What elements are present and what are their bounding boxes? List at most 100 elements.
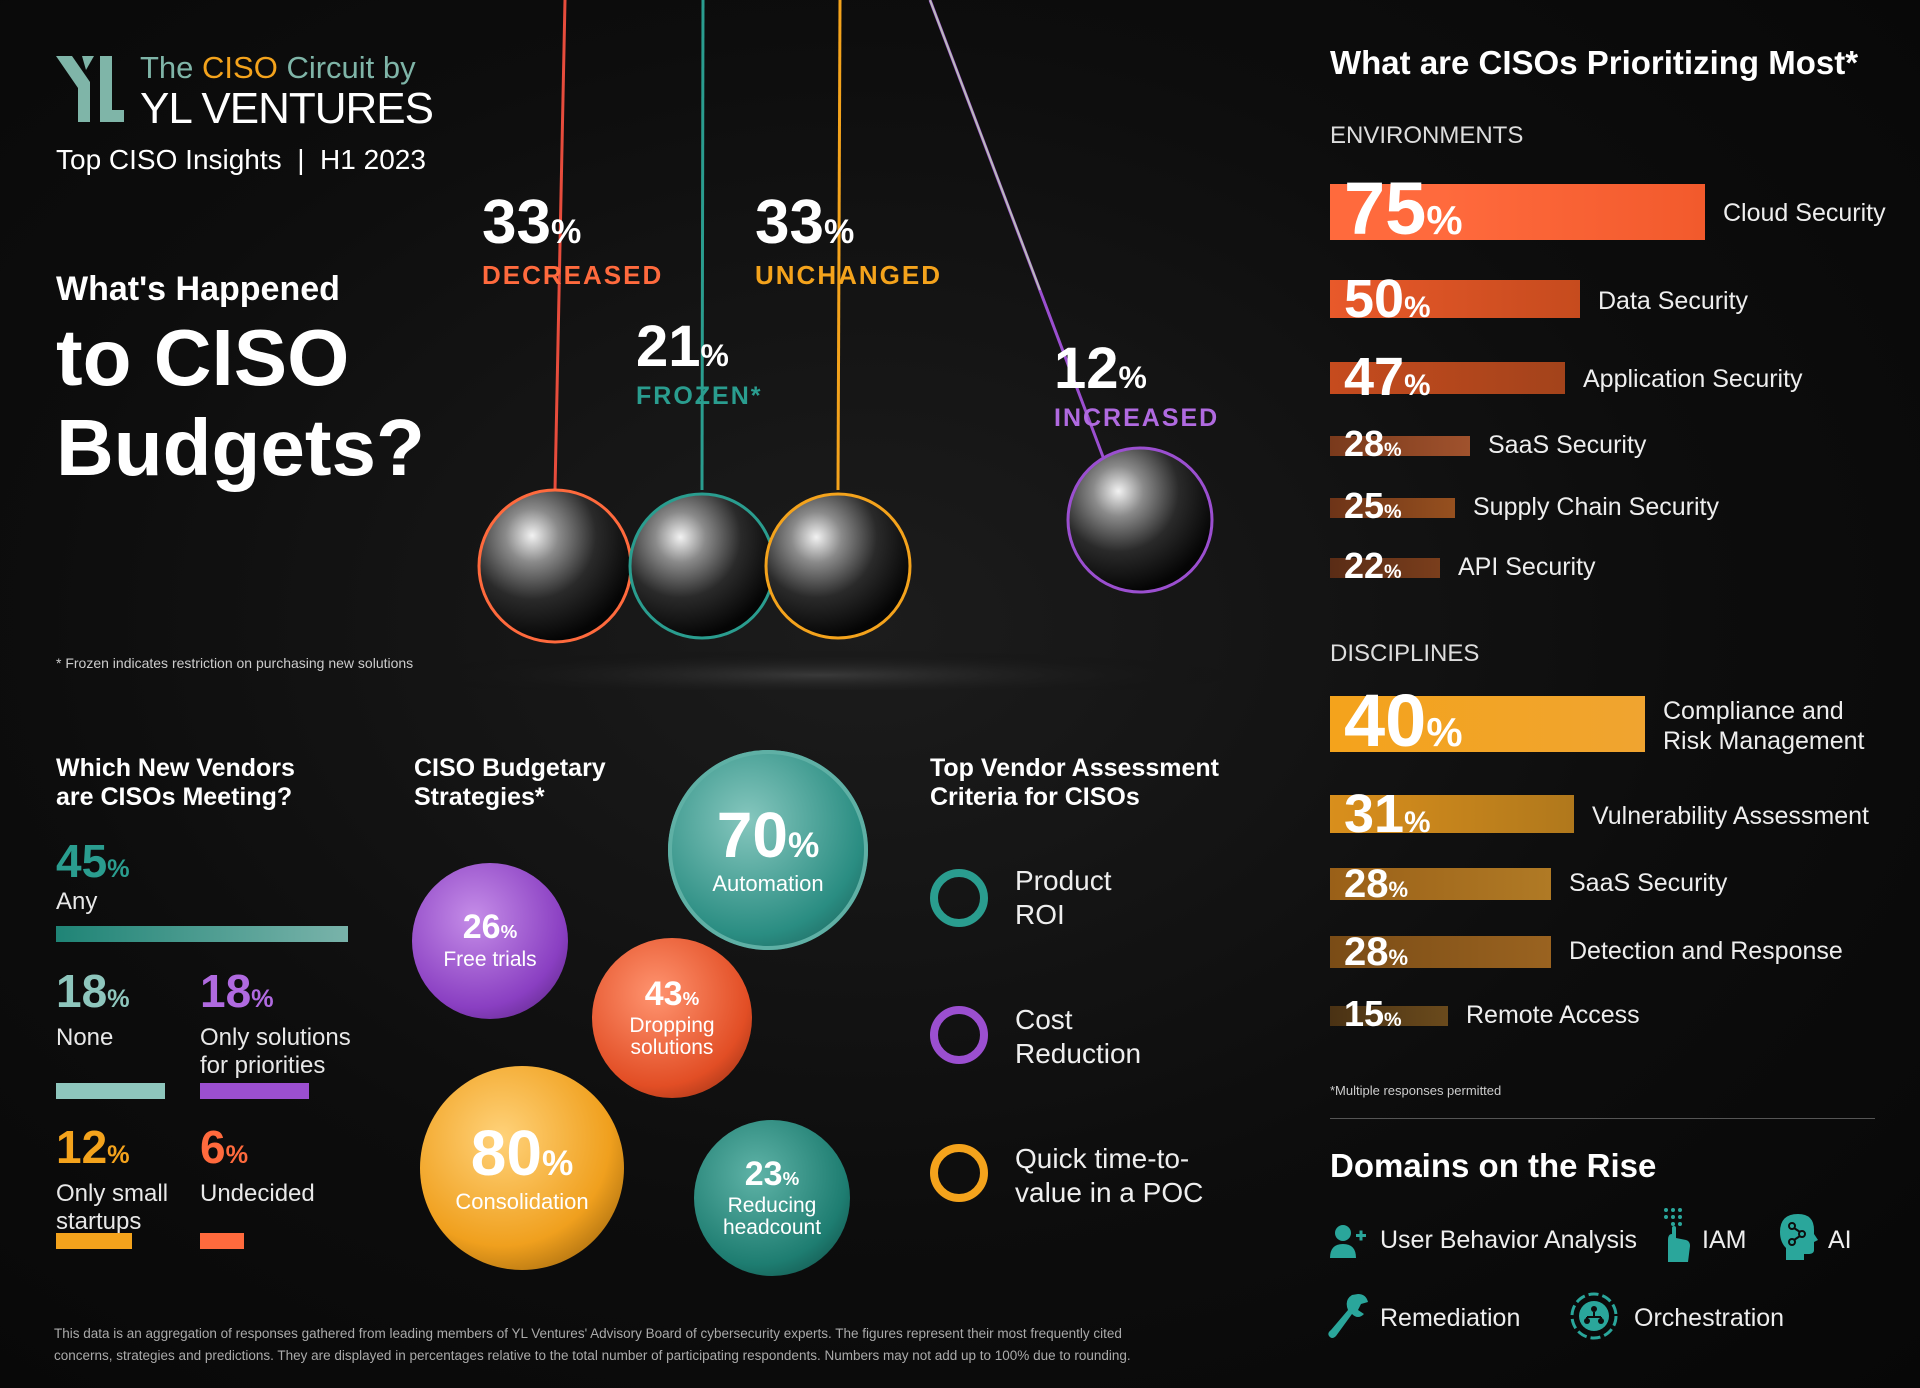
- vendor-priorities: 18% Only solutions for priorities: [200, 965, 351, 1079]
- ball-unchanged: [764, 492, 912, 640]
- disc-value: 28%: [1344, 862, 1409, 906]
- ball-decreased: [477, 488, 633, 644]
- vendors-title: Which New Vendors are CISOs Meeting?: [56, 754, 295, 811]
- disc-value: 15%: [1344, 993, 1402, 1034]
- env-label: API Security: [1458, 553, 1596, 581]
- hero-footnote: * Frozen indicates restriction on purcha…: [56, 655, 414, 671]
- domain-remediation: Remediation: [1380, 1304, 1521, 1332]
- vendor-undecided: 6% Undecided: [200, 1121, 315, 1207]
- env-label: Cloud Security: [1723, 199, 1886, 227]
- domains-title: Domains on the Rise: [1330, 1147, 1657, 1184]
- env-value: 47%: [1344, 347, 1431, 407]
- disc-value: 28%: [1344, 930, 1409, 974]
- budget-increased-value: 12: [1054, 336, 1119, 401]
- env-label: Application Security: [1583, 365, 1803, 393]
- budget-unchanged-label: UNCHANGED: [755, 260, 942, 290]
- brand-line1: The CISO Circuit by: [140, 50, 416, 85]
- env-value: 22%: [1344, 545, 1402, 586]
- budget-increased-label: INCREASED: [1054, 404, 1220, 432]
- head-circuit-icon: [1778, 1212, 1818, 1265]
- env-label: Supply Chain Security: [1473, 493, 1719, 521]
- vendor-startups-bar: [56, 1233, 132, 1249]
- brand-logo: [56, 56, 124, 122]
- disc-bar: [1330, 795, 1574, 833]
- strategy-consolidation: 80% Consolidation: [420, 1066, 624, 1270]
- disc-bar: [1330, 936, 1551, 968]
- budget-frozen: 21% FROZEN*: [636, 314, 763, 411]
- criteria-roi-ring: [930, 869, 988, 927]
- string-frozen: [700, 0, 705, 491]
- strategies-title: CISO Budgetary Strategies*: [414, 754, 606, 811]
- disc-label: Compliance and Risk Management: [1663, 697, 1865, 755]
- ball-increased: [1066, 446, 1214, 594]
- footer-disclaimer: This data is an aggregation of responses…: [54, 1326, 1131, 1363]
- disc-bar: [1330, 696, 1645, 752]
- env-bar: [1330, 184, 1705, 240]
- strategy-automation: 70% Automation: [668, 750, 868, 950]
- env-value: 75%: [1344, 167, 1463, 250]
- env-value: 28%: [1344, 423, 1402, 464]
- strategy-free-trials: 26% Free trials: [412, 863, 568, 1019]
- criteria-poc-ring: [930, 1144, 988, 1202]
- env-value: 50%: [1344, 269, 1431, 329]
- budget-unchanged: 33% UNCHANGED: [755, 188, 942, 291]
- brand-subtitle: Top CISO Insights | H1 2023: [56, 144, 426, 175]
- budget-frozen-value: 21: [636, 314, 701, 379]
- vendor-any: 45% Any: [56, 835, 130, 915]
- criteria-title: Top Vendor Assessment Criteria for CISOs: [930, 754, 1219, 811]
- strategy-headcount: 23% Reducing headcount: [694, 1120, 850, 1276]
- env-label: SaaS Security: [1488, 431, 1647, 459]
- ball-frozen: [628, 492, 776, 640]
- domain-orchestration: Orchestration: [1634, 1304, 1785, 1332]
- priorities-footnote: *Multiple responses permitted: [1330, 1083, 1502, 1098]
- hero-question-big1: to CISO: [56, 313, 350, 402]
- user-plus-icon: [1328, 1222, 1368, 1267]
- string-unchanged: [836, 0, 842, 491]
- criteria-cost: Cost Reduction: [1015, 1004, 1142, 1069]
- domain-uba: User Behavior Analysis: [1380, 1226, 1638, 1254]
- env-label: Data Security: [1598, 287, 1749, 315]
- disc-bar: [1330, 1006, 1448, 1026]
- strategy-dropping: 43% Dropping solutions: [592, 938, 752, 1098]
- criteria-roi: Product ROI: [1015, 865, 1112, 930]
- brand-name: YL VENTURES: [140, 84, 434, 133]
- vendor-undecided-bar: [200, 1233, 244, 1249]
- disc-value: 40%: [1344, 679, 1463, 762]
- floor-shadow: [440, 650, 1240, 690]
- fingerprint-hand-icon: [1660, 1206, 1694, 1267]
- disc-heading: DISCIPLINES: [1330, 640, 1480, 667]
- vendor-none-bar: [56, 1083, 165, 1099]
- vendor-startups: 12% Only small startups: [56, 1121, 169, 1235]
- domain-iam: IAM: [1702, 1226, 1747, 1254]
- criteria-poc: Quick time-to-value in a POC: [1015, 1143, 1204, 1208]
- priorities-title: What are CISOs Prioritizing Most*: [1330, 44, 1859, 81]
- budget-frozen-label: FROZEN*: [636, 382, 763, 410]
- budget-pendulum-chart: [440, 0, 1240, 690]
- vendor-any-bar: [56, 926, 348, 942]
- vendor-priorities-bar: [200, 1083, 309, 1099]
- budget-decreased: 33% DECREASED: [482, 188, 664, 291]
- vendor-none: 18% None: [56, 965, 130, 1051]
- domain-ai: AI: [1828, 1226, 1852, 1254]
- budget-increased: 12% INCREASED: [1054, 336, 1220, 433]
- disc-bar: [1330, 868, 1551, 900]
- env-bar: [1330, 280, 1580, 318]
- criteria-cost-ring: [930, 1006, 988, 1064]
- env-bar: [1330, 436, 1470, 456]
- disc-label: SaaS Security: [1569, 869, 1728, 897]
- domains-divider: [1330, 1118, 1875, 1119]
- disc-label: Detection and Response: [1569, 937, 1843, 965]
- yl-logo-icon: [56, 56, 124, 122]
- string-decreased: [553, 0, 567, 491]
- env-heading: ENVIRONMENTS: [1330, 122, 1524, 149]
- disc-label: Remote Access: [1466, 1001, 1640, 1029]
- env-bar: [1330, 558, 1440, 578]
- env-bar: [1330, 498, 1455, 518]
- budget-unchanged-value: 33: [755, 188, 824, 257]
- env-bar: [1330, 362, 1565, 394]
- disc-value: 31%: [1344, 784, 1431, 844]
- brand-ciso: CISO: [202, 50, 278, 85]
- env-value: 25%: [1344, 485, 1402, 526]
- network-globe-icon: [1570, 1292, 1618, 1345]
- wrench-icon: [1328, 1292, 1368, 1343]
